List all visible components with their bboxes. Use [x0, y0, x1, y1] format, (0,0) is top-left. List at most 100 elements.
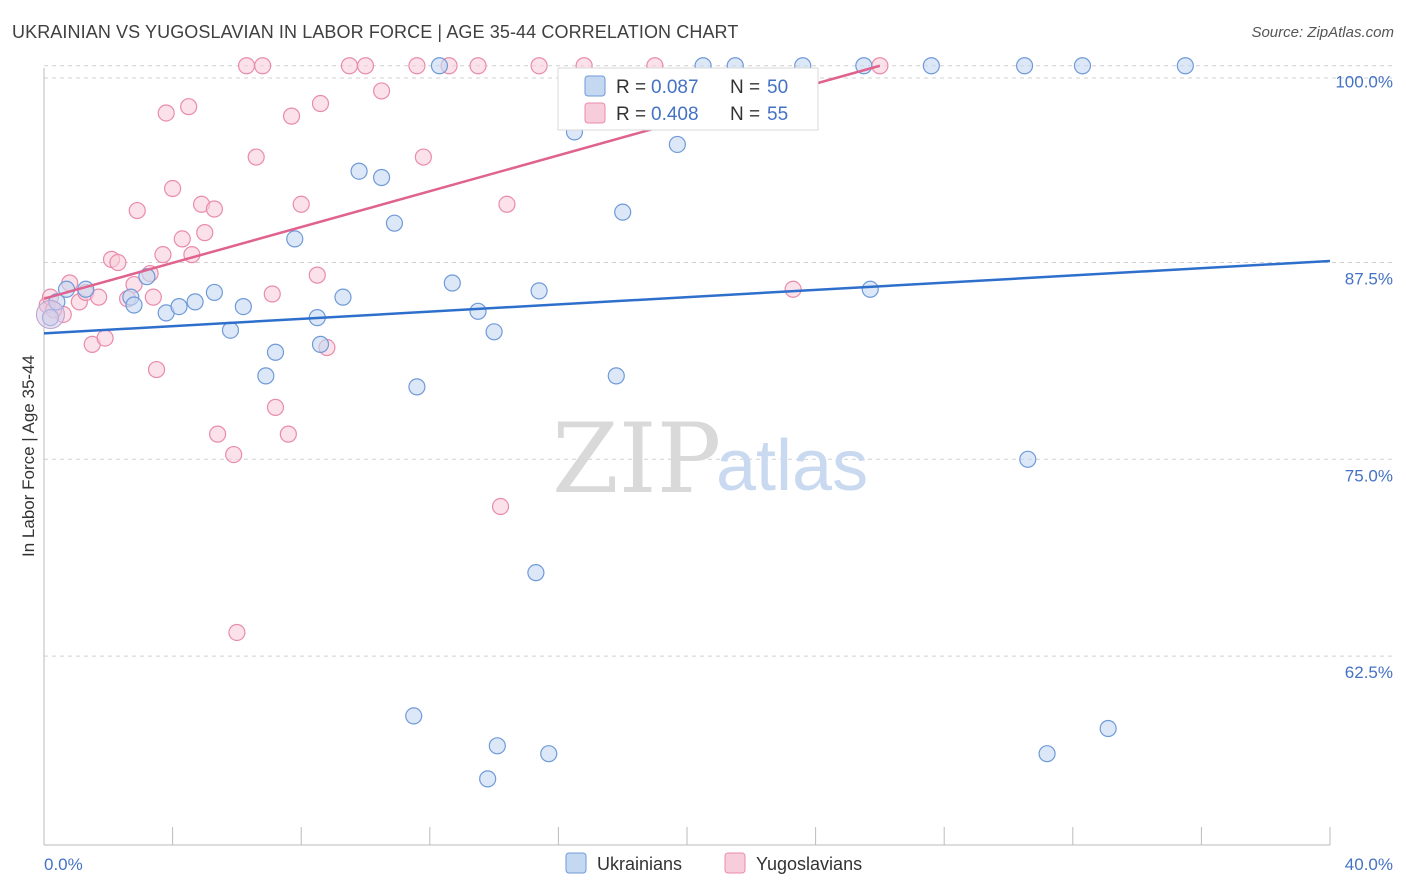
ukrainians-point: [170, 298, 188, 316]
legend-r-label-yugoslavians: R =: [616, 104, 646, 125]
yugoslavians-point: [372, 82, 391, 100]
yugoslavians-point: [237, 57, 256, 75]
yugoslavians-point: [154, 246, 172, 264]
bottom-legend-swatch-ukrainians: [565, 852, 587, 874]
ukrainians-point: [286, 230, 304, 248]
yugoslavians-point: [530, 57, 548, 75]
yugoslavians-point: [263, 285, 281, 303]
y-tick-labels: 62.5% 75.0% 87.5% 100.0%: [1335, 73, 1393, 682]
legend-r-value-ukrainians: 0.087: [651, 77, 699, 98]
yugoslavians-point: [173, 230, 191, 248]
yugoslavians-point: [128, 201, 146, 220]
overlap-cluster-point: [35, 299, 65, 329]
y-tick-label: 75.0%: [1345, 466, 1393, 485]
yugoslavians-point: [340, 57, 359, 75]
ukrainians-point: [257, 367, 275, 385]
ukrainians-point: [1015, 57, 1034, 75]
yugoslavians-point: [282, 107, 301, 125]
ukrainians-point: [186, 293, 204, 311]
ukrainians-point: [430, 57, 449, 75]
watermark-atlas: atlas: [716, 426, 868, 506]
yugoslavians-point: [408, 57, 426, 75]
ukrainians-point: [125, 296, 143, 314]
grid-lines: [44, 65, 1393, 657]
series-yugoslavians-points: [38, 57, 889, 642]
y-tick-label: 87.5%: [1345, 270, 1393, 289]
yugoslavians-point: [292, 195, 310, 213]
bottom-legend-label-ukrainians: Ukrainians: [597, 854, 682, 874]
yugoslavians-point: [311, 94, 330, 113]
ukrainians-point: [385, 214, 404, 232]
yugoslavians-point: [279, 425, 297, 443]
watermark-zip: ZIP: [552, 403, 721, 515]
yugoslavians-point: [498, 195, 516, 213]
ukrainians-point: [527, 564, 545, 582]
yugoslavians-point: [247, 148, 265, 166]
trend-line-ukrainians: [43, 259, 1331, 335]
bottom-legend-swatch-yugoslavians: [724, 852, 746, 874]
yugoslavians-point: [266, 398, 285, 416]
ukrainians-point: [372, 168, 391, 187]
legend-n-label-yugoslavians: N =: [730, 104, 760, 125]
ukrainians-point: [221, 321, 240, 339]
legend-n-value-ukrainians: 50: [767, 77, 788, 98]
legend-n-label-ukrainians: N =: [730, 77, 760, 98]
yugoslavians-point: [144, 288, 162, 306]
yugoslavians-point: [147, 360, 166, 379]
ukrainians-point: [405, 707, 423, 725]
ukrainians-point: [485, 323, 503, 341]
stats-legend: R = 0.087 N = 50 R = 0.408 N = 55: [557, 67, 819, 131]
yugoslavians-point: [491, 497, 510, 516]
ukrainians-point: [614, 203, 632, 221]
ukrainians-point: [138, 268, 156, 286]
legend-swatch-yugoslavians: [584, 102, 606, 124]
yugoslavians-point: [356, 57, 375, 75]
ukrainians-point: [311, 335, 330, 353]
yugoslavians-point: [164, 179, 182, 198]
ukrainians-point: [408, 378, 426, 396]
ukrainians-point: [266, 343, 285, 361]
ukrainians-point: [1176, 57, 1194, 75]
ukrainians-point: [334, 288, 352, 306]
yugoslavians-point: [96, 329, 114, 347]
bottom-legend-label-yugoslavians: Yugoslavians: [756, 854, 862, 874]
ukrainians-point: [540, 745, 558, 763]
ukrainians-point: [488, 737, 506, 755]
legend-n-value-yugoslavians: 55: [767, 104, 788, 125]
ukrainians-point: [668, 135, 686, 154]
ukrainians-point: [443, 274, 461, 292]
chart-title: UKRAINIAN VS YUGOSLAVIAN IN LABOR FORCE …: [12, 22, 739, 42]
yugoslavians-point: [90, 288, 108, 306]
yugoslavians-point: [254, 57, 272, 75]
yugoslavians-point: [205, 200, 223, 218]
ukrainians-point: [1038, 745, 1056, 763]
yugoslavians-point: [308, 266, 326, 284]
y-axis-title: In Labor Force | Age 35-44: [19, 355, 38, 557]
yugoslavians-point: [225, 445, 243, 464]
yugoslavians-point: [109, 253, 127, 272]
ukrainians-point: [922, 57, 940, 75]
legend-r-value-yugoslavians: 0.408: [651, 104, 699, 125]
yugoslavians-point: [228, 623, 246, 642]
x-tick-label-max: 40.0%: [1345, 855, 1393, 874]
ukrainians-point: [1019, 450, 1037, 468]
ukrainians-point: [530, 282, 548, 300]
yugoslavians-point: [414, 148, 432, 166]
watermark: ZIP atlas: [552, 403, 868, 515]
legend-swatch-ukrainians: [584, 75, 606, 97]
ukrainians-point: [1073, 57, 1092, 75]
ukrainians-point: [1099, 719, 1117, 738]
ukrainians-point: [469, 302, 487, 320]
yugoslavians-point: [157, 104, 175, 122]
series-legend: Ukrainians Yugoslavians: [565, 852, 862, 874]
series-ukrainians-points: [35, 57, 1194, 788]
yugoslavians-point: [180, 98, 198, 116]
ukrainians-point: [350, 162, 368, 180]
yugoslavians-point: [209, 425, 227, 443]
ukrainians-point: [205, 283, 223, 302]
y-tick-label: 62.5%: [1345, 663, 1393, 682]
legend-r-label-ukrainians: R =: [616, 77, 646, 98]
ukrainians-point: [861, 280, 879, 298]
ukrainians-point: [234, 298, 252, 316]
